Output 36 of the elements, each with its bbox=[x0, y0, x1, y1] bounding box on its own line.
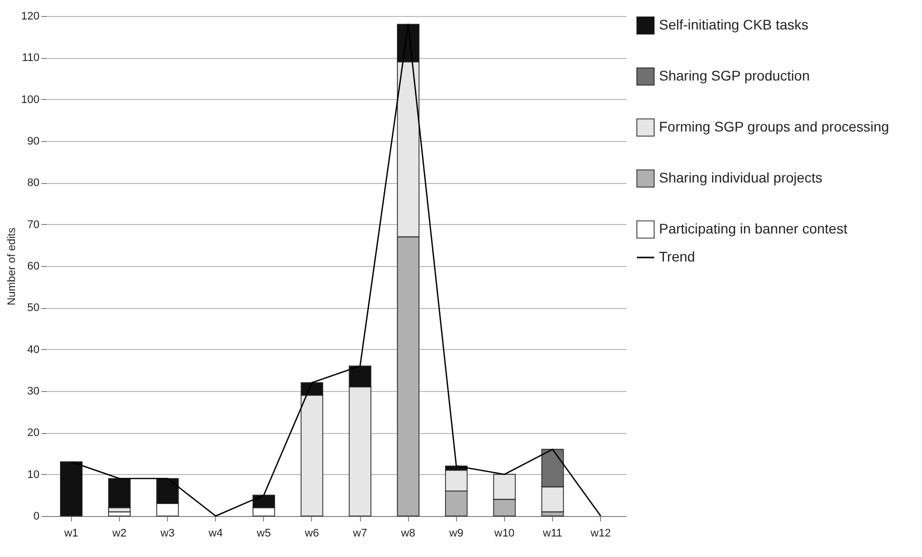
x-tick-label: w8 bbox=[400, 528, 416, 540]
y-tick-label: 80 bbox=[27, 177, 40, 190]
y-tick-label: 60 bbox=[27, 260, 40, 272]
y-tick-label: 120 bbox=[21, 10, 40, 22]
bar bbox=[108, 511, 131, 516]
legend-label: Trend bbox=[659, 248, 696, 264]
x-tick-label: w6 bbox=[304, 528, 319, 540]
y-tick-label: 110 bbox=[22, 52, 40, 64]
y-tick-label: 50 bbox=[27, 302, 40, 314]
bar bbox=[60, 461, 82, 516]
y-tick-label: 40 bbox=[27, 344, 40, 356]
y-tick-label: 20 bbox=[27, 427, 40, 440]
x-tick-label: w11 bbox=[542, 528, 562, 540]
y-tick-label: 10 bbox=[27, 468, 40, 481]
legend-label: Sharing individual projects bbox=[659, 170, 822, 186]
y-tick-label: 90 bbox=[27, 136, 40, 148]
x-tick-label: w4 bbox=[208, 528, 223, 540]
x-tick-label: w10 bbox=[493, 528, 515, 540]
y-tick-label: 70 bbox=[27, 218, 40, 231]
legend-label: Participating in banner contest bbox=[659, 220, 848, 236]
y-axis-title: Number of edits bbox=[6, 227, 18, 306]
legend-label: Self-initiating CKB tasks bbox=[659, 16, 808, 32]
x-tick-label: w3 bbox=[160, 528, 175, 540]
x-tick-label: w5 bbox=[256, 528, 271, 540]
legend-label: Forming SGP groups and processing bbox=[659, 118, 890, 134]
line-series bbox=[70, 24, 602, 517]
y-tick-label: 100 bbox=[21, 94, 40, 106]
bar bbox=[108, 478, 131, 508]
x-tick-label: w2 bbox=[111, 528, 126, 540]
x-tick-label: w12 bbox=[590, 528, 611, 540]
legend-label: Sharing SGP production bbox=[659, 68, 810, 84]
y-tick-label: 0 bbox=[33, 510, 40, 522]
y-tick-label: 30 bbox=[27, 386, 40, 398]
x-tick-label: w7 bbox=[352, 528, 368, 540]
x-tick-label: w9 bbox=[448, 528, 464, 540]
x-tick-label: w1 bbox=[63, 528, 78, 540]
